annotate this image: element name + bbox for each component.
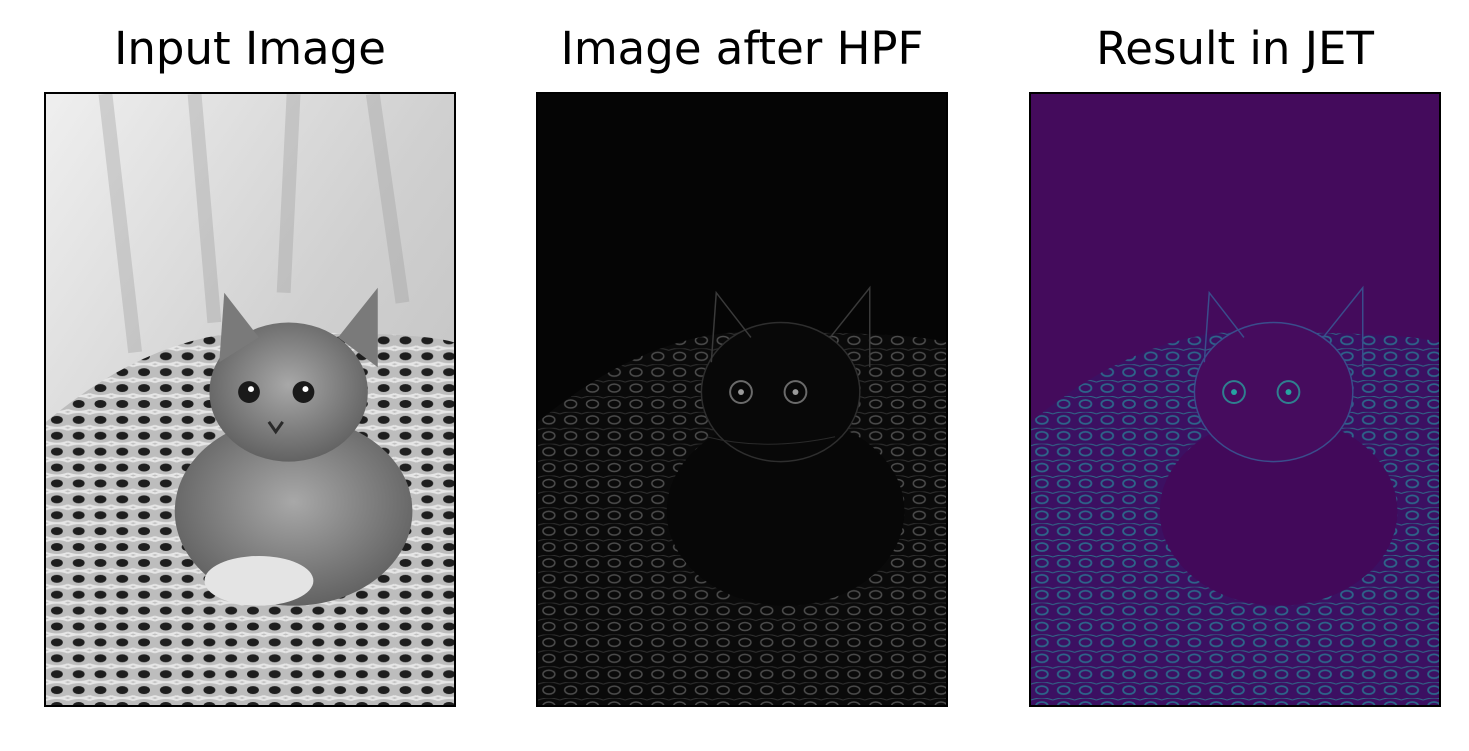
hpf-image	[538, 94, 946, 705]
input-image	[46, 94, 454, 705]
hpf-image-panel	[536, 92, 948, 707]
panel-title-input: Input Image	[114, 22, 386, 75]
jet-image-panel	[1029, 92, 1441, 707]
jet-image	[1031, 94, 1439, 705]
panel-title-hpf: Image after HPF	[560, 22, 924, 75]
input-image-panel	[44, 92, 456, 707]
panel-title-jet: Result in JET	[1096, 22, 1374, 75]
